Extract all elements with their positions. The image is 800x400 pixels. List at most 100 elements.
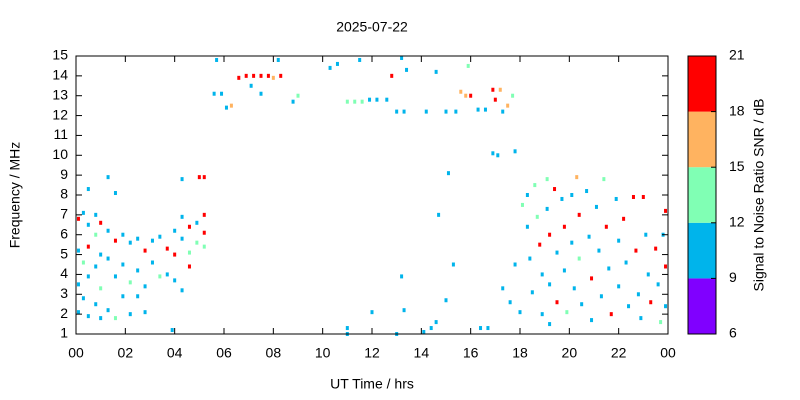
data-point (434, 320, 438, 325)
data-point (106, 256, 110, 261)
data-point (545, 206, 549, 211)
data-point (180, 214, 184, 219)
data-point (562, 268, 566, 273)
data-point (609, 312, 613, 317)
data-point (385, 97, 389, 102)
data-point (548, 232, 552, 237)
x-tick-label: 16 (463, 345, 479, 361)
y-tick-label: 15 (52, 47, 68, 63)
data-point (237, 75, 241, 80)
data-point (402, 109, 406, 114)
data-point (631, 194, 635, 199)
data-point (165, 272, 169, 277)
data-point (86, 187, 90, 192)
data-point (590, 276, 594, 281)
data-point (604, 224, 608, 229)
data-point (570, 193, 574, 197)
colorbar-band (688, 167, 716, 223)
data-point (636, 292, 640, 297)
data-point (469, 93, 473, 98)
data-point (451, 262, 455, 267)
data-point (212, 91, 216, 96)
data-point (195, 220, 199, 225)
data-point (607, 266, 611, 271)
x-tick-label: 14 (414, 345, 430, 361)
data-point (202, 212, 206, 217)
y-tick-label: 10 (52, 146, 68, 162)
data-point (520, 202, 524, 207)
data-point (249, 83, 253, 88)
data-point (525, 224, 529, 229)
data-point (76, 248, 80, 253)
data-point (94, 212, 98, 217)
data-point (486, 326, 490, 331)
data-point (353, 99, 357, 104)
colorbar-tick-label: 12 (729, 214, 745, 230)
data-point (136, 268, 140, 273)
data-point (518, 310, 522, 315)
data-point (548, 322, 552, 327)
colorbar-tick-label: 18 (729, 102, 745, 118)
data-point (560, 196, 564, 201)
data-point (170, 328, 174, 333)
data-point (654, 246, 658, 251)
x-tick-label: 12 (364, 345, 380, 361)
data-point (94, 232, 98, 237)
data-point (646, 272, 650, 277)
data-point (143, 248, 147, 253)
colorbar-tick-label: 9 (729, 269, 737, 285)
data-point (597, 248, 601, 253)
data-point (585, 189, 589, 194)
data-point (483, 107, 487, 112)
data-point (555, 300, 559, 305)
data-point (624, 260, 628, 265)
data-point (528, 256, 532, 261)
data-point (113, 191, 117, 196)
data-point (533, 183, 537, 188)
data-point (165, 246, 169, 251)
data-point (664, 264, 668, 269)
data-point (187, 264, 191, 269)
data-point (106, 175, 110, 180)
data-point (577, 256, 581, 261)
data-point (622, 216, 626, 221)
data-point (99, 286, 103, 291)
data-point (215, 57, 219, 62)
colorbar-tick-label: 21 (729, 47, 745, 63)
data-point (150, 260, 154, 265)
data-point (540, 272, 544, 277)
data-point (375, 97, 379, 102)
data-point (106, 308, 110, 313)
data-point (86, 314, 90, 319)
data-point (244, 73, 248, 78)
data-point (535, 214, 539, 219)
data-point (197, 175, 201, 180)
data-point (459, 89, 463, 94)
x-tick-label: 06 (216, 345, 232, 361)
data-point (572, 286, 576, 291)
data-point (276, 57, 280, 62)
data-point (368, 97, 372, 102)
data-point (370, 310, 374, 315)
y-tick-label: 5 (60, 245, 68, 261)
y-tick-label: 13 (52, 86, 68, 102)
data-point (202, 244, 206, 249)
x-tick-label: 02 (118, 345, 134, 361)
data-point (587, 234, 591, 239)
data-point (538, 242, 542, 247)
y-tick-label: 2 (60, 305, 68, 321)
data-point (649, 300, 653, 305)
colorbar-band (688, 56, 716, 112)
data-point (345, 99, 349, 104)
data-point (466, 63, 470, 68)
data-point (143, 310, 147, 315)
data-point (195, 240, 199, 245)
data-point (358, 57, 362, 62)
data-point (271, 75, 275, 80)
data-point (400, 274, 404, 279)
data-point (476, 107, 480, 112)
data-point (335, 61, 339, 66)
data-point (565, 310, 569, 315)
